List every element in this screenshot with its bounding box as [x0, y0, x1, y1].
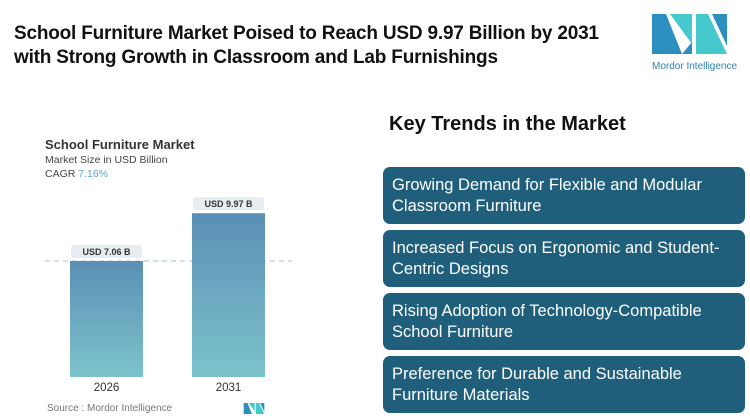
data-label: USD 9.97 B [204, 199, 253, 209]
logo-text: Mordor Intelligence [652, 61, 738, 72]
bar-2026 [70, 261, 143, 377]
mordor-logo-icon [652, 14, 727, 54]
chart-subtitle: Market Size in USD Billion [45, 154, 168, 166]
trend-item: Growing Demand for Flexible and Modular … [383, 167, 745, 224]
page-title: School Furniture Market Poised to Reach … [14, 23, 599, 68]
mordor-logo: Mordor Intelligence [652, 14, 738, 72]
x-tick-label: 2031 [216, 382, 242, 394]
trend-item: Increased Focus on Ergonomic and Student… [383, 230, 745, 287]
bar-2031 [192, 213, 265, 377]
data-label-bg [71, 245, 142, 258]
trend-item: Preference for Durable and Sustainable F… [383, 356, 745, 413]
chart-title: School Furniture Market [45, 137, 195, 152]
cagr-label: CAGR [45, 168, 76, 180]
source-note: Source : Mordor Intelligence [47, 403, 173, 414]
cagr: CAGR 7.16% [45, 168, 108, 180]
cagr-value: 7.16% [78, 168, 109, 180]
source-logo-icon [243, 403, 265, 414]
trends-title: Key Trends in the Market [389, 113, 626, 135]
data-label-bg [193, 197, 264, 211]
x-tick-label: 2026 [94, 382, 120, 394]
trend-item: Rising Adoption of Technology-Compatible… [383, 293, 745, 350]
data-label: USD 7.06 B [82, 247, 131, 257]
bar-chart: USD 7.06 B 2026 USD 9.97 B 2031 [45, 197, 292, 394]
